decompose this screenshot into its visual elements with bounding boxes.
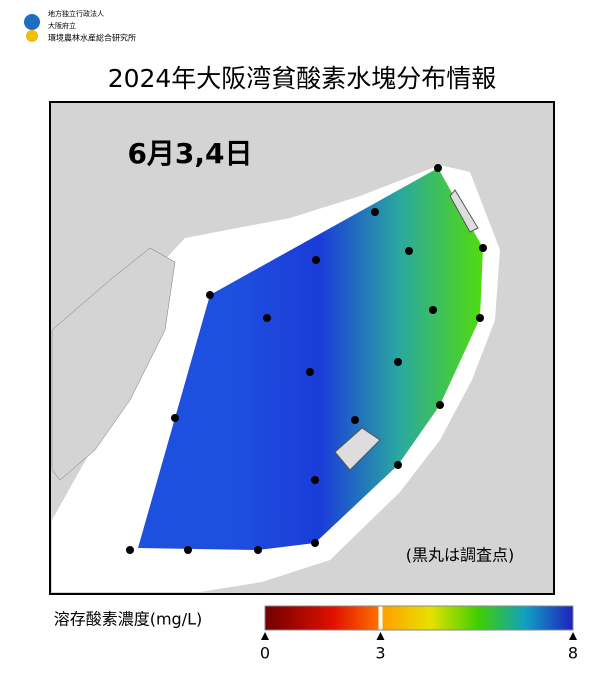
colorbar-tick-label: 8 xyxy=(568,644,578,663)
logo: 地方独立行政法人 大阪府立 環境農林水産総合研究所 xyxy=(24,9,136,43)
map xyxy=(49,101,555,595)
survey-point xyxy=(126,546,134,554)
survey-point xyxy=(311,539,319,547)
survey-point xyxy=(312,256,320,264)
date-label: 6月3,4日 xyxy=(127,137,252,170)
survey-point xyxy=(351,416,359,424)
survey-point xyxy=(184,546,192,554)
survey-point xyxy=(394,461,402,469)
survey-point xyxy=(311,476,319,484)
colorbar-tick xyxy=(376,632,385,640)
org-line: 環境農林水産総合研究所 xyxy=(48,33,136,43)
colorbar-frame xyxy=(264,605,574,631)
survey-point xyxy=(171,414,179,422)
colorbar-tick xyxy=(569,632,577,640)
survey-point xyxy=(206,291,214,299)
survey-point xyxy=(263,314,271,322)
colorbar-high xyxy=(382,606,573,630)
note: (黒丸は調査点) xyxy=(406,546,515,565)
colorbar-tick-label: 0 xyxy=(260,644,270,663)
survey-point xyxy=(434,164,442,172)
title: 2024年大阪湾貧酸素水塊分布情報 xyxy=(108,64,497,93)
survey-point xyxy=(306,368,314,376)
survey-point xyxy=(254,546,262,554)
colorbar-label: 溶存酸素濃度(mg/L) xyxy=(54,610,203,629)
colorbar-low xyxy=(265,606,379,630)
survey-point xyxy=(394,358,402,366)
colorbar-tick xyxy=(261,632,269,640)
colorbar-tick-label: 3 xyxy=(375,644,385,663)
survey-point xyxy=(436,401,444,409)
survey-point xyxy=(371,208,379,216)
survey-point xyxy=(476,314,484,322)
survey-point xyxy=(479,244,487,252)
survey-point xyxy=(405,247,413,255)
org-line: 大阪府立 xyxy=(48,21,76,30)
survey-point xyxy=(429,306,437,314)
colorbar: 0 3 8 xyxy=(260,605,578,663)
org-line: 地方独立行政法人 xyxy=(48,9,104,18)
